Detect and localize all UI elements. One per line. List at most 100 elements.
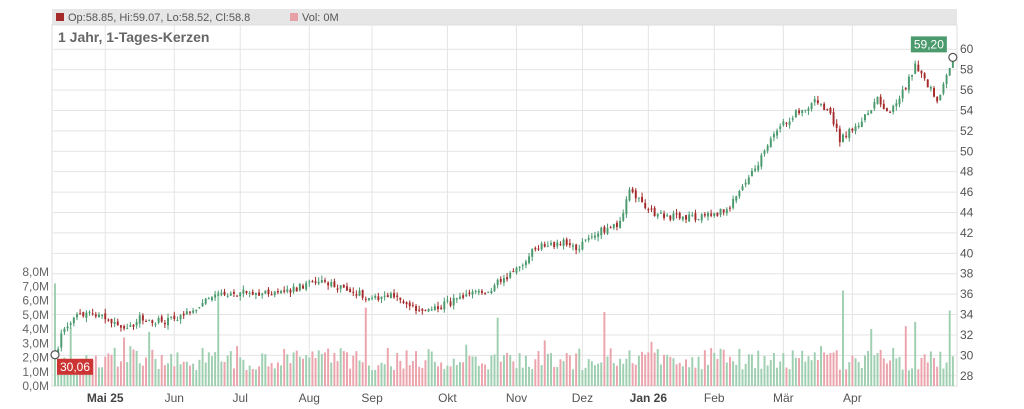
volume-bar [389, 366, 392, 386]
grid-lines [52, 25, 957, 386]
volume-bar [876, 353, 879, 386]
volume-bar [578, 348, 581, 386]
volume-bar [747, 354, 750, 386]
volume-bar [772, 352, 775, 386]
volume-bar [606, 356, 609, 386]
volume-bar [612, 362, 615, 386]
candle-body [575, 244, 578, 250]
candle-body [518, 266, 521, 269]
volume-bar [835, 350, 838, 386]
volume-bar [622, 363, 625, 386]
time-tick-label: Mär [773, 391, 794, 405]
candle-body [107, 319, 110, 321]
candle-body [189, 311, 191, 313]
volume-bar [562, 361, 565, 386]
time-tick-label: Jan 26 [630, 391, 668, 405]
price-tick-label: 60 [960, 42, 974, 56]
volume-bar [685, 359, 687, 386]
candle-body [214, 294, 217, 298]
volume-bar [609, 348, 612, 386]
volume-bar [226, 355, 229, 386]
candle-body [587, 238, 590, 240]
volume-bar [631, 363, 634, 386]
candle-body [496, 279, 499, 286]
volume-bar [487, 369, 490, 386]
volume-bar [637, 355, 640, 386]
price-tick-label: 34 [960, 308, 974, 322]
candle-body [810, 103, 813, 110]
volume-bar [223, 361, 226, 386]
candle-body [929, 87, 932, 89]
candle-body [550, 243, 552, 245]
volume-bar [267, 366, 270, 386]
time-tick-label: Aug [299, 391, 320, 405]
volume-bar [220, 361, 223, 386]
volume-bar [823, 352, 826, 386]
volume-bar [782, 353, 785, 386]
candle-body [568, 243, 571, 245]
volume-bar [204, 362, 207, 386]
candle-body [763, 150, 766, 154]
candle-body [609, 227, 612, 229]
volume-bar [744, 363, 747, 386]
volume-bar [904, 326, 907, 386]
candle-body [732, 199, 735, 208]
volume-bar [716, 358, 719, 386]
volume-bar [113, 347, 116, 386]
volume-bar [659, 364, 662, 386]
plot-frame [51, 24, 958, 387]
volume-bar [707, 364, 709, 386]
candle-body [371, 297, 374, 299]
candle-body [493, 285, 496, 292]
volume-bar [854, 358, 857, 386]
candle-body [443, 301, 446, 310]
volume-bar [901, 369, 904, 386]
candle-body [867, 113, 870, 116]
volume-bar [543, 340, 546, 386]
candle-body [283, 290, 286, 292]
candle-body [374, 295, 377, 298]
volume-bar [195, 370, 198, 386]
volume-bar [245, 370, 248, 386]
price-tick-label: 52 [960, 124, 974, 138]
volume-bar [123, 337, 126, 386]
candle-body [694, 213, 697, 221]
candle-body [904, 88, 907, 90]
volume-bar [477, 365, 480, 386]
candle-body [672, 213, 675, 220]
volume-bar [286, 354, 289, 386]
candle-body [411, 304, 414, 306]
volume-bar [942, 368, 945, 386]
candle-body [738, 191, 741, 197]
volume-bar [732, 361, 735, 386]
candle-body [829, 108, 832, 114]
volume-bar [138, 363, 141, 386]
volume-bar [537, 351, 540, 386]
volume-bar [506, 352, 509, 386]
volume-bar [345, 352, 348, 386]
candle-body [754, 168, 757, 171]
volume-tick-label: 3,0M [22, 336, 49, 350]
candle-body [581, 241, 584, 250]
volume-tick-label: 4,0M [22, 322, 49, 336]
volume-bar [380, 362, 383, 386]
volume-bar [405, 350, 408, 386]
volume-bar [251, 368, 254, 386]
candle-body [747, 177, 750, 184]
candle-body [882, 103, 885, 109]
ohlc-readout: Op:58.85, Hi:59.07, Lo:58.52, Cl:58.8 [68, 12, 250, 24]
volume-bar [936, 366, 939, 386]
volume-bar [210, 356, 213, 386]
candle-body [656, 214, 659, 217]
first-price-label: 30,06 [60, 360, 90, 374]
volume-bar [167, 363, 169, 386]
candle-body [845, 135, 848, 137]
candle-body [597, 233, 600, 237]
candle-body [339, 285, 342, 289]
candle-body [148, 319, 151, 321]
time-axis: Mai 25 Jun Jul Aug Sep Okt Nov Dez Jan 26 Feb Mär A… [87, 391, 862, 405]
volume-bar [302, 358, 304, 386]
candle-body [167, 317, 169, 326]
candle-body [421, 308, 424, 311]
volume-bar [94, 355, 97, 386]
